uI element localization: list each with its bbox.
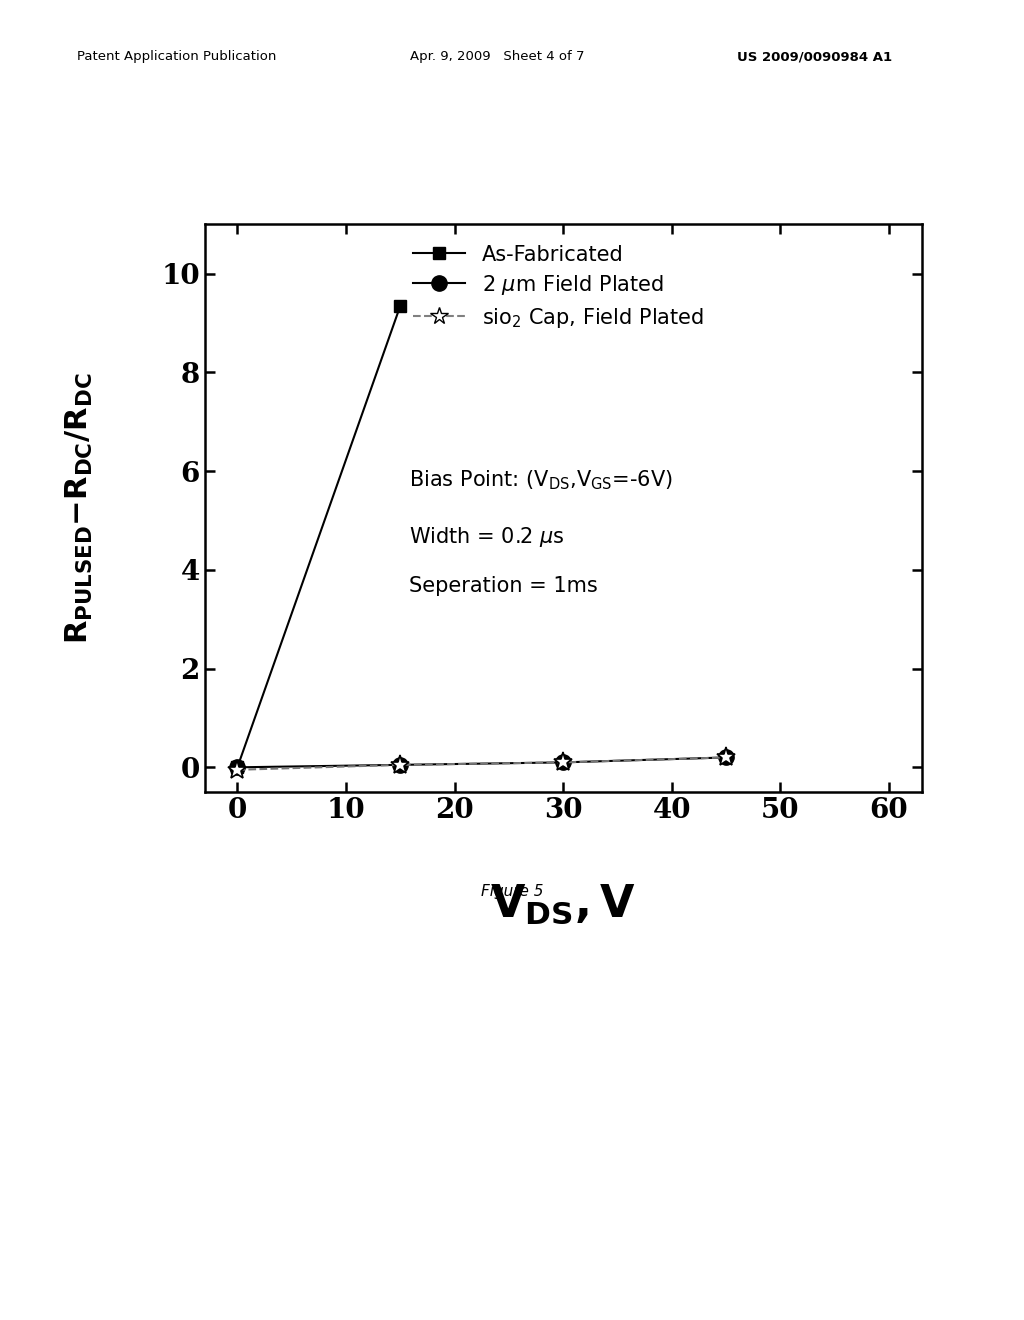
Text: Bias Point: ($\mathrm{V}_{\mathrm{DS}}$,$\mathrm{V}_{\mathrm{GS}}$=-6V): Bias Point: ($\mathrm{V}_{\mathrm{DS}}$,…	[409, 469, 673, 492]
Text: Figure 5: Figure 5	[480, 884, 544, 899]
Text: $\bf{R}_{\bf{PULSED}}\bf{-R}_{\bf{DC}}\bf{/R}_{\bf{DC}}$: $\bf{R}_{\bf{PULSED}}\bf{-R}_{\bf{DC}}\b…	[63, 372, 95, 644]
Text: Seperation = 1ms: Seperation = 1ms	[409, 577, 598, 597]
Legend: As-Fabricated, 2 $\mu$m Field Plated, $\mathrm{sio_2}$ Cap, Field Plated: As-Fabricated, 2 $\mu$m Field Plated, $\…	[409, 240, 708, 334]
Text: US 2009/0090984 A1: US 2009/0090984 A1	[737, 50, 892, 63]
Text: Width = 0.2 $\mu$s: Width = 0.2 $\mu$s	[409, 525, 565, 549]
Text: $\bf{V}_{\bf{DS}}\bf{,V}$: $\bf{V}_{\bf{DS}}\bf{,V}$	[490, 883, 636, 927]
Text: Apr. 9, 2009   Sheet 4 of 7: Apr. 9, 2009 Sheet 4 of 7	[410, 50, 584, 63]
Text: Patent Application Publication: Patent Application Publication	[77, 50, 276, 63]
